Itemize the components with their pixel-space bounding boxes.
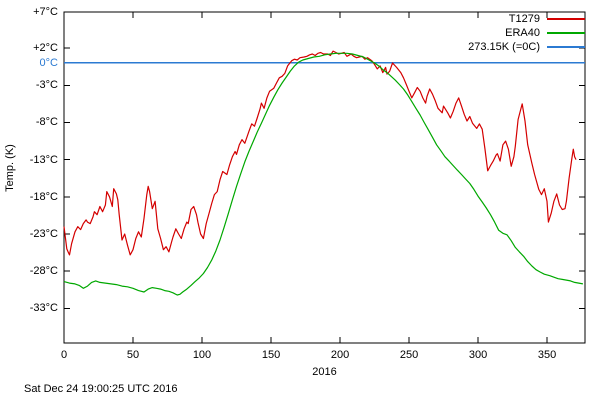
timestamp-label: Sat Dec 24 19:00:25 UTC 2016	[24, 383, 178, 395]
x-axis-title: 2016	[312, 366, 337, 378]
legend-line-sample-t1279	[547, 18, 585, 20]
legend-label-t1279: T1279	[508, 13, 540, 25]
y-tick-label: -18°C	[29, 190, 58, 203]
y-tick-label: +2°C	[33, 42, 58, 55]
plot-border	[63, 11, 586, 344]
chart-legend: T1279 ERA40 273.15K (=0C)	[468, 12, 585, 54]
x-tick-label: 0	[60, 349, 68, 361]
x-tick-label: 300	[468, 349, 488, 361]
x-tick-label: 250	[399, 349, 419, 361]
y-axis-title: Temp. (K)	[4, 144, 16, 192]
y-tick-label: -13°C	[29, 153, 58, 166]
legend-line-sample-era40	[547, 32, 585, 34]
x-tick-label: 100	[192, 349, 212, 361]
legend-entry-era40: ERA40	[468, 26, 585, 40]
y-tick-label: -33°C	[29, 302, 58, 315]
y-tick-label: -28°C	[29, 265, 58, 278]
series-line-era40	[63, 52, 584, 296]
x-tick-label: 350	[537, 349, 557, 361]
legend-line-sample-freezing	[547, 46, 585, 48]
x-tick-label: 150	[261, 349, 281, 361]
y-tick-label: -23°C	[29, 228, 58, 241]
x-tick-label: 200	[330, 349, 350, 361]
legend-entry-freezing: 273.15K (=0C)	[468, 40, 585, 54]
series-line-t1279	[63, 50, 577, 256]
legend-label-freezing: 273.15K (=0C)	[468, 41, 540, 53]
y-tick-label: -8°C	[35, 116, 58, 129]
legend-label-era40: ERA40	[505, 27, 540, 39]
x-tick-label: 50	[126, 349, 140, 361]
legend-entry-t1279: T1279	[468, 12, 585, 26]
y-tick-label: 0°C	[39, 56, 58, 69]
y-tick-label: -3°C	[35, 79, 58, 92]
y-tick-label: +7°C	[33, 6, 58, 18]
